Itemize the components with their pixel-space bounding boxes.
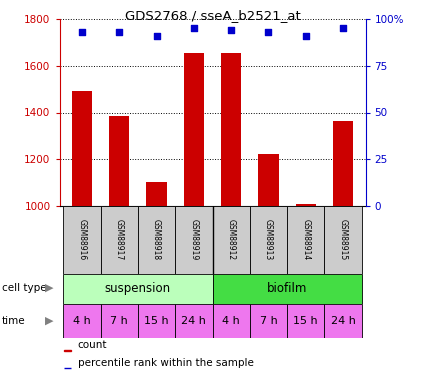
Bar bbox=[146, 182, 167, 206]
Text: 15 h: 15 h bbox=[144, 316, 169, 326]
Bar bbox=[250, 206, 287, 274]
Text: suspension: suspension bbox=[105, 282, 171, 295]
Text: GSM88915: GSM88915 bbox=[339, 219, 348, 261]
Bar bbox=[324, 304, 362, 338]
Bar bbox=[250, 304, 287, 338]
Point bbox=[303, 33, 309, 39]
Point bbox=[265, 29, 272, 35]
Text: GSM88917: GSM88917 bbox=[115, 219, 124, 261]
Text: GSM88912: GSM88912 bbox=[227, 219, 235, 261]
Text: 15 h: 15 h bbox=[294, 316, 318, 326]
Point bbox=[228, 27, 235, 33]
Bar bbox=[138, 304, 175, 338]
Text: ▶: ▶ bbox=[45, 316, 53, 326]
Bar bbox=[184, 53, 204, 206]
Bar bbox=[109, 116, 130, 206]
Text: cell type: cell type bbox=[2, 283, 47, 293]
Point bbox=[153, 33, 160, 39]
Bar bbox=[72, 92, 92, 206]
Text: GSM88919: GSM88919 bbox=[190, 219, 198, 261]
Bar bbox=[101, 206, 138, 274]
Text: GSM88914: GSM88914 bbox=[301, 219, 310, 261]
Bar bbox=[287, 206, 324, 274]
Text: GSM88918: GSM88918 bbox=[152, 219, 161, 261]
Bar bbox=[212, 304, 250, 338]
Bar bbox=[295, 204, 316, 206]
Bar bbox=[175, 206, 212, 274]
Text: GSM88916: GSM88916 bbox=[77, 219, 86, 261]
Text: biofilm: biofilm bbox=[267, 282, 307, 295]
Text: 4 h: 4 h bbox=[222, 316, 240, 326]
Bar bbox=[138, 206, 175, 274]
Text: GSM88913: GSM88913 bbox=[264, 219, 273, 261]
Bar bbox=[101, 304, 138, 338]
Bar bbox=[175, 304, 212, 338]
Point bbox=[116, 29, 122, 35]
Bar bbox=[333, 121, 353, 206]
Text: GDS2768 / sseA_b2521_at: GDS2768 / sseA_b2521_at bbox=[125, 9, 300, 22]
Text: 24 h: 24 h bbox=[331, 316, 356, 326]
Bar bbox=[221, 53, 241, 206]
Point bbox=[79, 29, 85, 35]
Text: 4 h: 4 h bbox=[73, 316, 91, 326]
Bar bbox=[63, 304, 101, 338]
Bar bbox=[212, 206, 250, 274]
Bar bbox=[63, 206, 101, 274]
Text: 7 h: 7 h bbox=[260, 316, 278, 326]
Bar bbox=[63, 274, 212, 304]
Bar bbox=[258, 153, 279, 206]
Text: 24 h: 24 h bbox=[181, 316, 206, 326]
Bar bbox=[212, 274, 362, 304]
Text: time: time bbox=[2, 316, 26, 326]
Bar bbox=[287, 304, 324, 338]
Text: ▶: ▶ bbox=[45, 283, 53, 293]
Text: count: count bbox=[78, 340, 107, 350]
Point bbox=[340, 25, 346, 31]
Bar bbox=[324, 206, 362, 274]
Point bbox=[190, 25, 197, 31]
Text: percentile rank within the sample: percentile rank within the sample bbox=[78, 358, 254, 368]
Text: 7 h: 7 h bbox=[110, 316, 128, 326]
